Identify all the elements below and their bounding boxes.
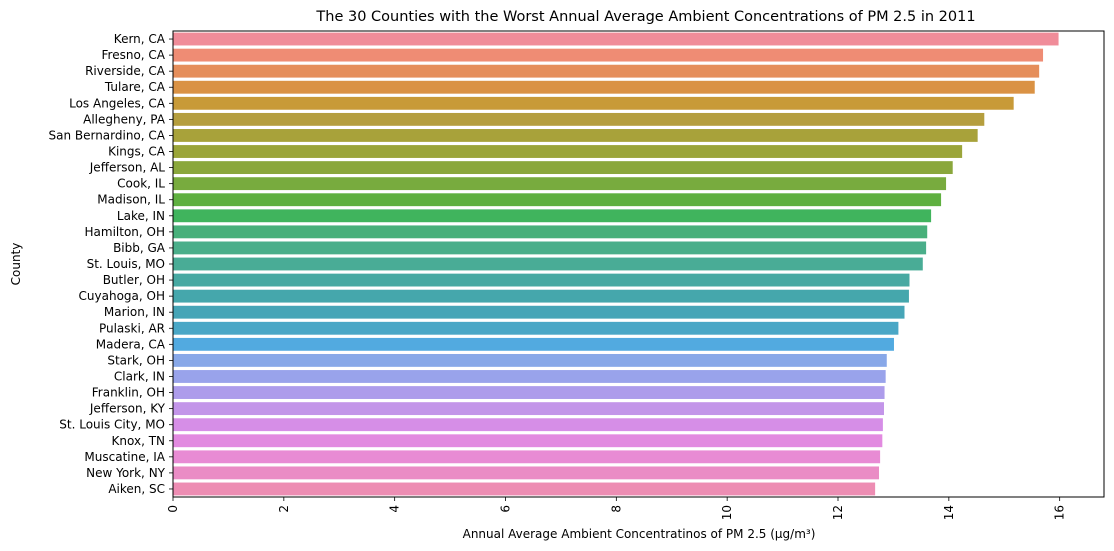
y-tick-label: Fresno, CA bbox=[102, 48, 166, 62]
y-tick-label: Jefferson, AL bbox=[89, 161, 166, 175]
y-tick-label: Bibb, GA bbox=[113, 241, 166, 255]
bar-st-louis-mo bbox=[173, 257, 923, 271]
y-tick-label: Pulaski, AR bbox=[99, 321, 165, 335]
x-axis-label: Annual Average Ambient Concentratinos of… bbox=[463, 527, 816, 541]
bar-aiken-sc bbox=[173, 482, 876, 496]
x-tick-label: 16 bbox=[1053, 505, 1067, 520]
bar-los-angeles-ca bbox=[173, 96, 1014, 110]
bar-hamilton-oh bbox=[173, 225, 928, 239]
y-tick-label: Hamilton, OH bbox=[85, 225, 165, 239]
bar-jefferson-ky bbox=[173, 402, 884, 416]
bar-butler-oh bbox=[173, 273, 910, 287]
bar-kings-ca bbox=[173, 145, 963, 158]
x-tick-label: 10 bbox=[720, 505, 734, 520]
y-tick-label: Marion, IN bbox=[104, 305, 165, 319]
x-tick-label: 12 bbox=[831, 505, 845, 520]
bar-fresno-ca bbox=[173, 48, 1044, 62]
y-tick-label: Allegheny, PA bbox=[83, 112, 166, 126]
bar-clark-in bbox=[173, 370, 886, 383]
y-tick-label: New York, NY bbox=[86, 466, 166, 480]
bar-muscatine-ia bbox=[173, 450, 881, 464]
y-tick-label: St. Louis, MO bbox=[87, 257, 165, 271]
bar-new-york-ny bbox=[173, 466, 880, 480]
x-tick-label: 4 bbox=[388, 505, 402, 513]
y-tick-label: Cook, IL bbox=[117, 177, 165, 191]
bar-kern-ca bbox=[173, 32, 1059, 46]
x-tick-label: 14 bbox=[942, 505, 956, 520]
y-tick-label: Franklin, OH bbox=[92, 386, 165, 400]
x-tick-label: 8 bbox=[609, 505, 623, 513]
bar-lake-in bbox=[173, 209, 932, 223]
y-tick-label: Madera, CA bbox=[96, 337, 166, 351]
y-tick-labels: Kern, CA Fresno, CA Riverside, CA Tulare, C… bbox=[48, 32, 173, 496]
bar-madison-il bbox=[173, 193, 942, 207]
bar-cook-il bbox=[173, 177, 947, 191]
x-tick-label: 0 bbox=[166, 505, 180, 513]
y-tick-label: Lake, IN bbox=[117, 209, 165, 223]
y-tick-label: Kings, CA bbox=[108, 145, 166, 159]
bar-madera-ca bbox=[173, 337, 894, 351]
y-tick-label: Stark, OH bbox=[107, 353, 165, 367]
x-tick-label: 6 bbox=[499, 505, 513, 513]
bar-riverside-ca bbox=[173, 64, 1040, 78]
y-tick-label: St. Louis City, MO bbox=[59, 418, 165, 432]
y-tick-label: Los Angeles, CA bbox=[69, 96, 166, 110]
y-tick-label: Madison, IL bbox=[97, 193, 165, 207]
y-tick-label: Aiken, SC bbox=[108, 482, 165, 496]
y-tick-label: Clark, IN bbox=[114, 369, 165, 383]
bar-tulare-ca bbox=[173, 80, 1035, 94]
x-tick-label: 2 bbox=[277, 505, 291, 513]
bar-knox-tn bbox=[173, 434, 883, 448]
y-tick-label: Knox, TN bbox=[112, 434, 165, 448]
x-tick-labels: 0 2 4 6 8 10 12 14 16 bbox=[166, 497, 1067, 520]
bar-franklin-oh bbox=[173, 386, 885, 399]
bar-stark-oh bbox=[173, 353, 887, 367]
chart-title: The 30 Counties with the Worst Annual Av… bbox=[315, 9, 975, 25]
bar-bibb-ga bbox=[173, 241, 927, 255]
y-axis-label: County bbox=[9, 243, 23, 286]
bars-layer bbox=[173, 32, 1059, 496]
y-tick-label: Muscatine, IA bbox=[84, 450, 165, 464]
y-tick-label: Butler, OH bbox=[103, 273, 165, 287]
bar-allegheny-pa bbox=[173, 112, 985, 126]
y-tick-label: Kern, CA bbox=[114, 32, 166, 46]
bar-st-louis-city-mo bbox=[173, 418, 883, 432]
bar-pulaski-ar bbox=[173, 321, 899, 335]
plot-frame bbox=[172, 30, 1105, 498]
y-tick-label: San Bernardino, CA bbox=[48, 128, 165, 142]
bar-cuyahoga-oh bbox=[173, 289, 909, 303]
y-tick-label: Cuyahoga, OH bbox=[79, 289, 165, 303]
y-tick-label: Jefferson, KY bbox=[89, 402, 166, 416]
y-tick-label: Tulare, CA bbox=[104, 80, 166, 94]
bar-san-bernardino-ca bbox=[173, 129, 978, 142]
y-tick-label: Riverside, CA bbox=[85, 64, 166, 78]
bar-marion-in bbox=[173, 305, 905, 319]
bar-jefferson-al bbox=[173, 161, 953, 175]
